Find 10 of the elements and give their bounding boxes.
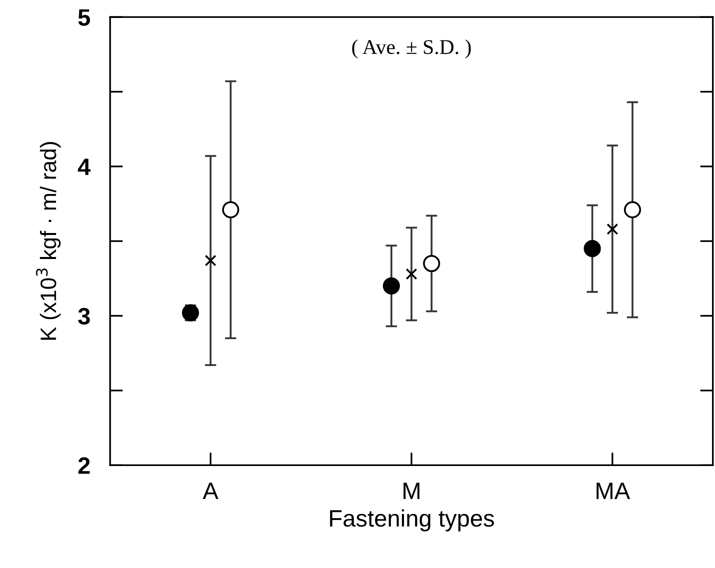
- x-tick-label: M: [404, 482, 420, 499]
- x-tick-label: MA: [596, 482, 630, 499]
- y-tick-label: 5: [78, 9, 90, 26]
- annotation: ( Ave. ± S.D. ): [352, 39, 471, 58]
- x-tick-label: A: [202, 482, 218, 499]
- x-axis-title: Fastening types: [330, 509, 494, 532]
- y-tick-label: 4: [78, 158, 91, 175]
- y-tick-label: 2: [78, 457, 90, 474]
- y-axis-title: K (x10$^{3}$ kgf · m/ rad): [36, 142, 61, 340]
- y-tick-label: 3: [78, 308, 90, 325]
